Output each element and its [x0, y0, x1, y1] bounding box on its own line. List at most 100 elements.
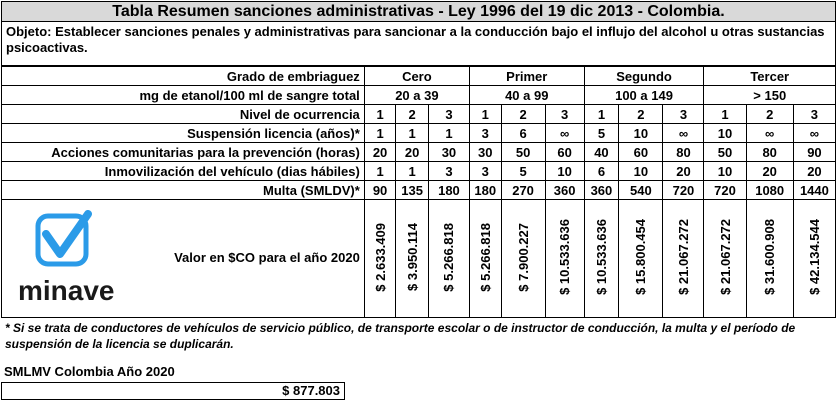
- suspension-cell-4: 3: [468, 123, 502, 143]
- acciones-row: Acciones comunitarias para la prevención…: [1, 142, 837, 162]
- footnote: * Si se trata de conductores de vehículo…: [5, 321, 796, 351]
- suspension-cell-5: 6: [500, 123, 546, 143]
- suspension-cell-7: 5: [583, 123, 620, 143]
- grado-cero: Cero: [363, 66, 470, 86]
- inmov-cell-6: 10: [544, 161, 585, 181]
- etanol-row: mg de etanol/100 ml de sangre total 20 a…: [1, 85, 836, 105]
- valor-cell-12: $ 42.134.544: [792, 199, 837, 318]
- inmov-cell-4: 3: [468, 161, 502, 181]
- acciones-cell-9: 80: [662, 142, 705, 162]
- suspension-cell-12: ∞: [792, 123, 837, 143]
- multa-cell-4: 180: [468, 180, 502, 200]
- suspension-cell-10: 10: [703, 123, 747, 143]
- valor-text-2: $ 3.950.114: [404, 223, 420, 291]
- grado-row: Grado de embriaguez Cero Primer Segundo …: [1, 66, 836, 86]
- multa-label: Multa (SMLDV)*: [1, 180, 365, 200]
- acciones-cell-12: 90: [792, 142, 837, 162]
- valor-cell-3: $ 5.266.818: [427, 199, 470, 318]
- multa-cell-2: 135: [395, 180, 429, 200]
- nivel-cell-6: 3: [544, 104, 585, 124]
- valor-cell-1: $ 2.633.409: [363, 199, 397, 318]
- acciones-cell-6: 60: [544, 142, 585, 162]
- acciones-cell-8: 60: [618, 142, 664, 162]
- inmov-label: Inmovilización del vehículo (dias hábile…: [1, 161, 365, 181]
- multa-cell-12: 1440: [792, 180, 837, 200]
- etanol-range-segundo: 100 a 149: [583, 85, 705, 105]
- valor-label-cell: minave Valor en $CO para el año 2020: [1, 199, 365, 318]
- multa-cell-5: 270: [500, 180, 546, 200]
- inmov-cell-9: 20: [662, 161, 705, 181]
- suspension-cell-1: 1: [363, 123, 397, 143]
- valor-text-5: $ 7.900.227: [515, 222, 531, 292]
- smlmv-label: SMLMV Colombia Año 2020: [4, 364, 175, 379]
- acciones-cell-3: 30: [427, 142, 470, 162]
- acciones-cell-7: 40: [583, 142, 620, 162]
- valor-cell-8: $ 15.800.454: [618, 199, 664, 318]
- smlmv-value: $ 877.803: [1, 382, 345, 400]
- suspension-cell-9: ∞: [662, 123, 705, 143]
- grado-primer: Primer: [468, 66, 585, 86]
- multa-cell-10: 720: [703, 180, 747, 200]
- valor-cell-11: $ 31.600.908: [745, 199, 794, 318]
- valor-text-11: $ 31.600.908: [762, 219, 778, 295]
- suspension-cell-6: ∞: [544, 123, 585, 143]
- inmov-cell-1: 1: [363, 161, 397, 181]
- valor-label: Valor en $CO para el año 2020: [174, 250, 360, 265]
- sanctions-table: Grado de embriaguez Cero Primer Segundo …: [1, 66, 837, 318]
- inmov-row: Inmovilización del vehículo (dias hábile…: [1, 161, 837, 181]
- valor-cell-10: $ 21.067.272: [703, 199, 747, 318]
- etanol-range-cero: 20 a 39: [363, 85, 470, 105]
- valor-cell-9: $ 21.067.272: [662, 199, 705, 318]
- acciones-cell-11: 80: [745, 142, 794, 162]
- valor-text-7: $ 10.533.636: [593, 219, 609, 295]
- etanol-label: mg de etanol/100 ml de sangre total: [1, 85, 365, 105]
- minave-logo-icon: minave: [18, 210, 115, 306]
- inmov-cell-2: 1: [395, 161, 429, 181]
- inmov-cell-12: 20: [792, 161, 837, 181]
- suspension-cell-11: ∞: [745, 123, 794, 143]
- valor-cell-7: $ 10.533.636: [583, 199, 620, 318]
- nivel-cell-5: 2: [500, 104, 546, 124]
- sheet-title: Tabla Resumen sanciones administrativas …: [1, 1, 836, 22]
- inmov-cell-3: 3: [427, 161, 470, 181]
- multa-cell-7: 360: [583, 180, 620, 200]
- acciones-cell-1: 20: [363, 142, 397, 162]
- multa-cell-9: 720: [662, 180, 705, 200]
- nivel-cell-1: 1: [363, 104, 397, 124]
- multa-cell-6: 360: [544, 180, 585, 200]
- valor-row: minave Valor en $CO para el año 2020 $ 2…: [1, 199, 837, 318]
- inmov-cell-5: 5: [500, 161, 546, 181]
- grado-label: Grado de embriaguez: [1, 66, 365, 86]
- acciones-cell-10: 50: [703, 142, 747, 162]
- valor-text-4: $ 5.266.818: [477, 222, 493, 292]
- suspension-cell-3: 1: [427, 123, 470, 143]
- nivel-cell-8: 2: [618, 104, 664, 124]
- acciones-label: Acciones comunitarias para la prevención…: [1, 142, 365, 162]
- nivel-cell-12: 3: [792, 104, 837, 124]
- suspension-cell-8: 10: [618, 123, 664, 143]
- inmov-cell-11: 20: [745, 161, 794, 181]
- suspension-label: Suspensión licencia (años)*: [1, 123, 365, 143]
- grado-segundo: Segundo: [583, 66, 705, 86]
- inmov-cell-7: 6: [583, 161, 620, 181]
- acciones-cell-5: 50: [500, 142, 546, 162]
- inmov-cell-8: 10: [618, 161, 664, 181]
- valor-text-3: $ 5.266.818: [441, 222, 457, 292]
- suspension-cell-2: 1: [395, 123, 429, 143]
- valor-text-12: $ 42.134.544: [806, 219, 822, 295]
- inmov-cell-10: 10: [703, 161, 747, 181]
- nivel-label: Nivel de ocurrencia: [1, 104, 365, 124]
- valor-text-8: $ 15.800.454: [633, 219, 649, 295]
- etanol-range-primer: 40 a 99: [468, 85, 585, 105]
- multa-cell-3: 180: [427, 180, 470, 200]
- suspension-row: Suspensión licencia (años)* 1 1 1 3 6 ∞ 5 10 ∞ 10…: [1, 123, 837, 143]
- nivel-cell-10: 1: [703, 104, 747, 124]
- valor-text-1: $ 2.633.409: [372, 222, 388, 292]
- valor-text-9: $ 21.067.272: [675, 219, 691, 295]
- acciones-cell-4: 30: [468, 142, 502, 162]
- valor-text-6: $ 10.533.636: [557, 219, 573, 295]
- nivel-cell-4: 1: [468, 104, 502, 124]
- nivel-cell-3: 3: [427, 104, 470, 124]
- valor-text-10: $ 21.067.272: [717, 219, 733, 295]
